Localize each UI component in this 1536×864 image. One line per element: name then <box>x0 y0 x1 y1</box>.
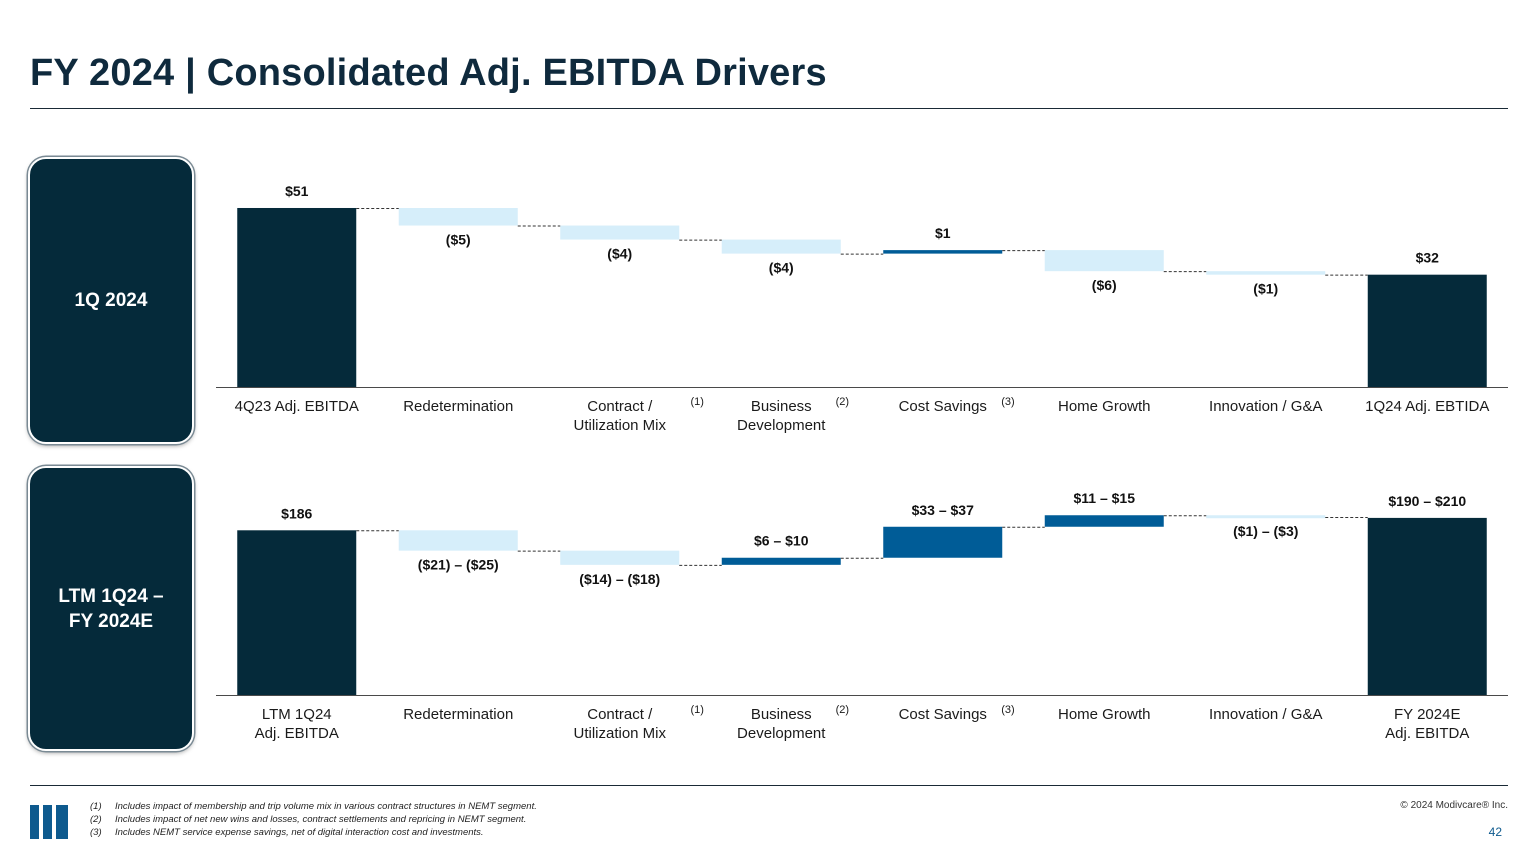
data-label: ($1) – ($3) <box>1233 523 1298 539</box>
category-label: Business Development <box>737 706 826 742</box>
data-label: $11 – $15 <box>1073 490 1135 506</box>
waterfall-bar <box>398 207 518 226</box>
footnotes: (1) Includes impact of membership and tri… <box>90 800 537 839</box>
panel-label: 1Q 2024 <box>74 290 148 311</box>
waterfall-bar <box>1367 274 1487 387</box>
footnote-marker: (1) <box>691 396 704 408</box>
data-label: ($14) – ($18) <box>579 571 660 587</box>
waterfall-bar <box>883 526 1003 558</box>
category-label: Contract / Utilization Mix <box>573 398 666 434</box>
waterfall-bar <box>398 530 518 551</box>
page-title: FY 2024 | Consolidated Adj. EBITDA Drive… <box>30 52 827 94</box>
footnote-marker: (1) <box>691 704 704 716</box>
category-label: FY 2024E Adj. EBITDA <box>1385 706 1469 742</box>
footnote: (3) Includes NEMT service expense savings… <box>90 827 484 838</box>
category-label: Business Development <box>737 398 826 434</box>
waterfall-bar <box>1367 517 1487 695</box>
waterfall-bar <box>1206 271 1326 275</box>
data-label: ($4) <box>769 260 794 276</box>
category-label: Redetermination <box>403 398 513 415</box>
data-label: $51 <box>285 183 309 199</box>
category-label: Innovation / G&A <box>1209 706 1322 723</box>
waterfall-bar <box>883 250 1003 254</box>
copyright: © 2024 Modivcare® Inc. <box>1400 800 1508 811</box>
data-label: $1 <box>935 225 951 241</box>
footnote-marker: (2) <box>836 396 849 408</box>
footer-divider <box>30 785 1508 786</box>
panel-ltm-fy2024e: LTM 1Q24 – FY 2024E <box>28 466 194 751</box>
footnote-marker: (3) <box>1001 704 1014 716</box>
category-label: LTM 1Q24 Adj. EBITDA <box>255 706 339 742</box>
waterfall-bar <box>1044 515 1164 527</box>
panel-1q-2024: 1Q 2024 <box>28 157 194 444</box>
category-label: Cost Savings <box>899 706 987 723</box>
data-label: ($5) <box>446 232 471 248</box>
data-label: ($6) <box>1092 277 1117 293</box>
data-label: $190 – $210 <box>1388 493 1466 509</box>
footnote: (1) Includes impact of membership and tri… <box>90 801 537 812</box>
waterfall-bar <box>1044 250 1164 272</box>
waterfall-bar <box>721 239 841 254</box>
category-label: Innovation / G&A <box>1209 398 1322 415</box>
footnote: (2) Includes impact of net new wins and l… <box>90 814 527 825</box>
data-label: $6 – $10 <box>754 533 809 549</box>
waterfall-bar <box>237 207 357 387</box>
category-label: 1Q24 Adj. EBTIDA <box>1365 398 1489 415</box>
waterfall-bar <box>721 557 841 565</box>
title-divider <box>30 108 1508 109</box>
data-label: ($1) <box>1253 281 1278 297</box>
waterfall-chart-fy2024e: $186 LTM 1Q24 Adj. EBITDA ($21) – ($25) Rede… <box>216 490 1508 742</box>
footnote-marker: (3) <box>1001 396 1014 408</box>
category-label: 4Q23 Adj. EBITDA <box>235 398 359 415</box>
waterfall-bar <box>560 550 680 565</box>
footnote-marker: (2) <box>836 704 849 716</box>
panel-label: LTM 1Q24 – FY 2024E <box>58 585 164 632</box>
waterfall-chart-1q2024: $51 4Q23 Adj. EBITDA ($5) Redetermination ($… <box>216 183 1508 434</box>
data-label: $33 – $37 <box>912 502 974 518</box>
data-label: $186 <box>281 505 312 521</box>
waterfall-bar <box>560 225 680 240</box>
category-label: Home Growth <box>1058 398 1151 415</box>
waterfall-bar <box>237 530 357 695</box>
data-label: $32 <box>1416 250 1440 266</box>
category-label: Home Growth <box>1058 706 1151 723</box>
data-label: ($21) – ($25) <box>418 557 499 573</box>
company-logo-icon <box>30 805 68 839</box>
category-label: Redetermination <box>403 706 513 723</box>
category-label: Cost Savings <box>899 398 987 415</box>
data-label: ($4) <box>607 246 632 262</box>
page-number: 42 <box>1488 825 1502 839</box>
waterfall-bar <box>1206 515 1326 519</box>
category-label: Contract / Utilization Mix <box>573 706 666 742</box>
